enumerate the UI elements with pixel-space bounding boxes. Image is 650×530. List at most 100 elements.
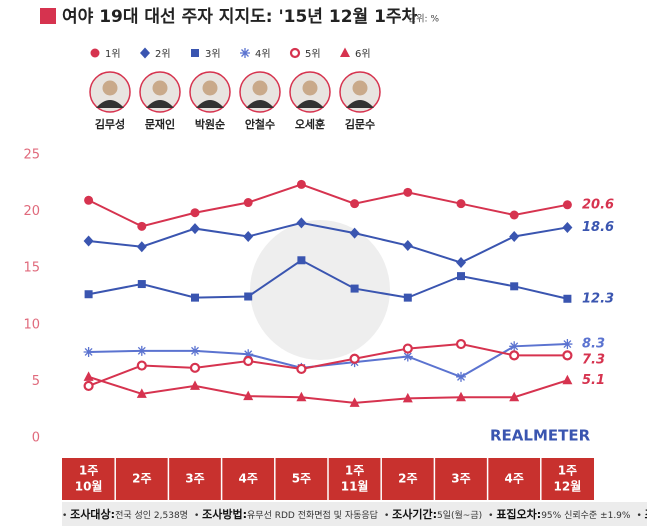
point bbox=[136, 241, 147, 253]
data-label: 7.3 bbox=[582, 353, 605, 368]
point bbox=[562, 350, 573, 361]
y-tick-label: 0 bbox=[32, 431, 40, 446]
line bbox=[88, 343, 568, 387]
line bbox=[88, 343, 568, 378]
legend-label: 5위 bbox=[305, 47, 321, 60]
portrait-face bbox=[152, 80, 168, 96]
x-tick-label: 5주 bbox=[292, 472, 311, 486]
x-tick-label: 11월 bbox=[341, 479, 369, 494]
legend-label: 2위 bbox=[155, 47, 171, 60]
point bbox=[562, 374, 573, 385]
footer-item: • 조사기관:리얼미터 bbox=[636, 506, 647, 522]
x-tick-label: 10월 bbox=[75, 479, 103, 494]
x-tick-label: 4주 bbox=[505, 472, 524, 486]
point bbox=[403, 293, 412, 302]
point bbox=[509, 341, 520, 352]
point bbox=[350, 284, 359, 293]
portrait-face bbox=[352, 80, 368, 96]
point bbox=[456, 257, 466, 269]
footer-text: 전국 성인 2,538명 bbox=[115, 511, 188, 521]
footer-label: 표집오차: bbox=[496, 508, 542, 521]
footer-item: • 표집오차:95% 신뢰수준 ±1.9% bbox=[488, 508, 631, 521]
point bbox=[190, 345, 200, 356]
data-label: 5.1 bbox=[582, 373, 605, 388]
line bbox=[88, 221, 568, 264]
source-logo: REALMETER bbox=[490, 427, 591, 445]
data-label: 20.6 bbox=[582, 197, 614, 212]
point bbox=[84, 195, 94, 205]
point bbox=[243, 231, 254, 243]
line bbox=[88, 183, 568, 228]
y-tick-label: 10 bbox=[23, 317, 40, 332]
footer-text: 유무선 RDD 전화면접 및 자동응답 bbox=[247, 511, 378, 521]
point bbox=[340, 47, 350, 57]
chart: 여야 19대 대선 주자 지지도: '15년 12월 1주차 단위: % REA… bbox=[23, 7, 614, 500]
point bbox=[191, 49, 199, 57]
point bbox=[403, 187, 413, 197]
point bbox=[136, 360, 147, 371]
candidate-name: 안철수 bbox=[245, 117, 275, 131]
x-tick-label: 4주 bbox=[239, 472, 258, 486]
footer-label: 조사기관: bbox=[645, 508, 647, 521]
footer-label: 조사기간: bbox=[392, 508, 437, 521]
point bbox=[136, 388, 147, 398]
portrait-face bbox=[302, 80, 318, 96]
point bbox=[509, 391, 520, 402]
point bbox=[137, 280, 146, 289]
point bbox=[189, 362, 201, 373]
point bbox=[83, 235, 94, 247]
x-tick-label: 1주 bbox=[345, 464, 364, 478]
series bbox=[84, 48, 572, 231]
legend-label: 4위 bbox=[255, 47, 271, 60]
candidate-name: 문재인 bbox=[145, 117, 175, 131]
point bbox=[296, 217, 307, 229]
unit: 단위: % bbox=[408, 14, 439, 25]
point bbox=[510, 282, 519, 291]
point bbox=[243, 390, 254, 401]
candidate-name: 김문수 bbox=[345, 118, 375, 131]
point bbox=[243, 349, 254, 360]
watermark bbox=[250, 220, 390, 360]
data-label: 8.3 bbox=[582, 337, 605, 352]
point bbox=[563, 294, 572, 303]
footer-item: • 조사기간:5일(월~금) bbox=[383, 508, 483, 521]
portrait-face bbox=[252, 80, 268, 96]
footer-item: • 조사대상:전국 성인 2,538명 bbox=[62, 508, 188, 521]
point bbox=[562, 200, 572, 210]
point bbox=[190, 223, 200, 235]
point bbox=[140, 47, 150, 59]
point bbox=[402, 392, 413, 403]
portrait-body bbox=[346, 100, 374, 108]
data-label: 12.3 bbox=[582, 291, 614, 306]
portrait-body bbox=[146, 100, 174, 108]
x-tick-label: 2주 bbox=[132, 472, 151, 486]
point bbox=[297, 256, 306, 265]
point bbox=[457, 272, 465, 281]
x-tick-label: 3주 bbox=[185, 472, 204, 486]
point bbox=[456, 371, 466, 382]
point bbox=[509, 350, 520, 361]
x-tick-label: 12월 bbox=[554, 479, 582, 494]
point bbox=[296, 391, 307, 402]
footer-text: 95% 신뢰수준 ±1.9% bbox=[541, 511, 631, 521]
title-icon bbox=[40, 8, 56, 24]
point bbox=[562, 339, 573, 350]
point bbox=[349, 353, 360, 364]
footer: • 조사대상:전국 성인 2,538명 • 조사방법:유무선 RDD 전화면접 및… bbox=[62, 502, 647, 526]
legend-label: 3위 bbox=[205, 47, 221, 60]
point bbox=[243, 355, 254, 367]
point bbox=[240, 48, 250, 58]
portrait-body bbox=[246, 100, 274, 108]
point bbox=[289, 47, 301, 59]
portrait-body bbox=[196, 100, 224, 108]
point bbox=[456, 391, 466, 402]
y-tick-label: 20 bbox=[23, 204, 40, 219]
point bbox=[83, 346, 94, 357]
point bbox=[402, 240, 413, 252]
series bbox=[83, 47, 573, 269]
y-tick-label: 5 bbox=[32, 374, 40, 389]
x-tick-label: 2주 bbox=[398, 472, 417, 486]
point bbox=[190, 380, 200, 390]
portrait-face bbox=[102, 80, 118, 96]
portrait-body bbox=[296, 100, 324, 108]
